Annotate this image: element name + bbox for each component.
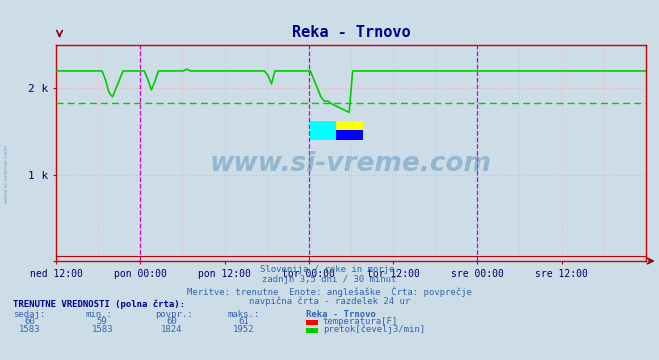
Bar: [310, 121, 336, 140]
Text: TRENUTNE VREDNOSTI (polna črta):: TRENUTNE VREDNOSTI (polna črta):: [13, 300, 185, 310]
Text: sedaj:: sedaj:: [13, 310, 45, 319]
Text: 1583: 1583: [19, 325, 40, 334]
Text: pretok[čevelj3/min]: pretok[čevelj3/min]: [323, 324, 425, 334]
Text: www.si-vreme.com: www.si-vreme.com: [3, 143, 9, 203]
Text: maks.:: maks.:: [227, 310, 260, 319]
Text: 1952: 1952: [233, 325, 254, 334]
Text: zadnjh 3,5 dni / 30 minut: zadnjh 3,5 dni / 30 minut: [262, 275, 397, 284]
Bar: [310, 121, 362, 140]
Text: www.si-vreme.com: www.si-vreme.com: [210, 151, 492, 177]
Text: temperatura[F]: temperatura[F]: [323, 317, 398, 326]
Text: 1583: 1583: [92, 325, 113, 334]
Bar: [336, 130, 362, 140]
Text: min.:: min.:: [86, 310, 113, 319]
Text: Slovenija / reke in morje.: Slovenija / reke in morje.: [260, 265, 399, 274]
Text: povpr.:: povpr.:: [155, 310, 192, 319]
Text: 59: 59: [97, 317, 107, 326]
Text: Reka - Trnovo: Reka - Trnovo: [306, 310, 376, 319]
Text: 1824: 1824: [161, 325, 182, 334]
Text: Meritve: trenutne  Enote: anglešaške  Črta: povprečje: Meritve: trenutne Enote: anglešaške Črta…: [187, 286, 472, 297]
Text: 61: 61: [239, 317, 249, 326]
Text: 60: 60: [24, 317, 35, 326]
Text: 60: 60: [166, 317, 177, 326]
Text: navpična črta - razdelek 24 ur: navpična črta - razdelek 24 ur: [249, 297, 410, 306]
Title: Reka - Trnovo: Reka - Trnovo: [291, 25, 411, 40]
